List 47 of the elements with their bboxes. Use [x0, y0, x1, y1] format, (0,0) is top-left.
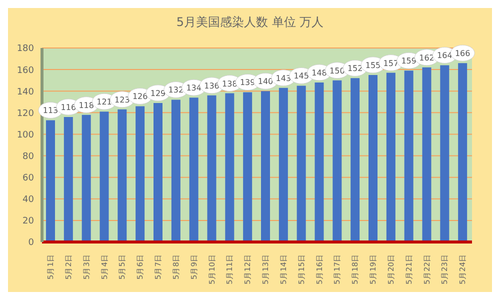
- data-label: 145: [294, 72, 309, 81]
- data-label: 164: [437, 51, 452, 60]
- data-label: 132: [168, 86, 184, 95]
- data-label: 155: [365, 60, 381, 70]
- data-label: 121: [96, 98, 112, 107]
- bar: [296, 86, 306, 242]
- data-label: 140: [258, 77, 274, 86]
- data-label: 152: [347, 64, 363, 74]
- data-label: 148: [312, 68, 327, 78]
- bar: [332, 80, 342, 242]
- bar: [386, 72, 396, 242]
- bar: [82, 114, 91, 242]
- bar: [225, 93, 234, 242]
- bar: [440, 65, 450, 242]
- y-tick-label: 60: [22, 174, 34, 184]
- bar: [46, 120, 55, 242]
- bar: [458, 63, 468, 242]
- data-label: 159: [401, 56, 416, 66]
- bar: [136, 106, 145, 242]
- y-tick-label: 160: [16, 66, 34, 76]
- data-label: 126: [132, 92, 148, 102]
- y-tick-label: 40: [22, 195, 34, 206]
- y-tick-label: 0: [28, 238, 34, 248]
- chart-title: 5月美国感染人数 单位 万人: [175, 14, 325, 31]
- bar: [100, 112, 109, 242]
- data-label: 123: [114, 95, 130, 104]
- data-label: 134: [186, 84, 202, 93]
- bar: [350, 78, 360, 242]
- data-label: 166: [454, 49, 470, 58]
- data-label: 116: [60, 102, 76, 112]
- y-tick-label: 180: [16, 44, 34, 54]
- y-tick-label: 80: [22, 152, 34, 162]
- y-tick-label: 20: [22, 216, 34, 227]
- y-tick-label: 120: [16, 108, 34, 119]
- data-label: 113: [42, 106, 58, 116]
- data-label: 118: [78, 100, 94, 110]
- bar: [171, 100, 180, 242]
- y-tick-label: 100: [16, 130, 34, 140]
- bar: [243, 92, 252, 242]
- data-label: 129: [150, 88, 166, 98]
- bar: [189, 98, 198, 242]
- bar: [261, 91, 270, 242]
- data-label: 143: [276, 74, 292, 83]
- y-tick-label: 140: [16, 87, 34, 98]
- data-label: 136: [204, 81, 220, 90]
- data-label: 162: [419, 53, 434, 62]
- bar: [404, 70, 414, 242]
